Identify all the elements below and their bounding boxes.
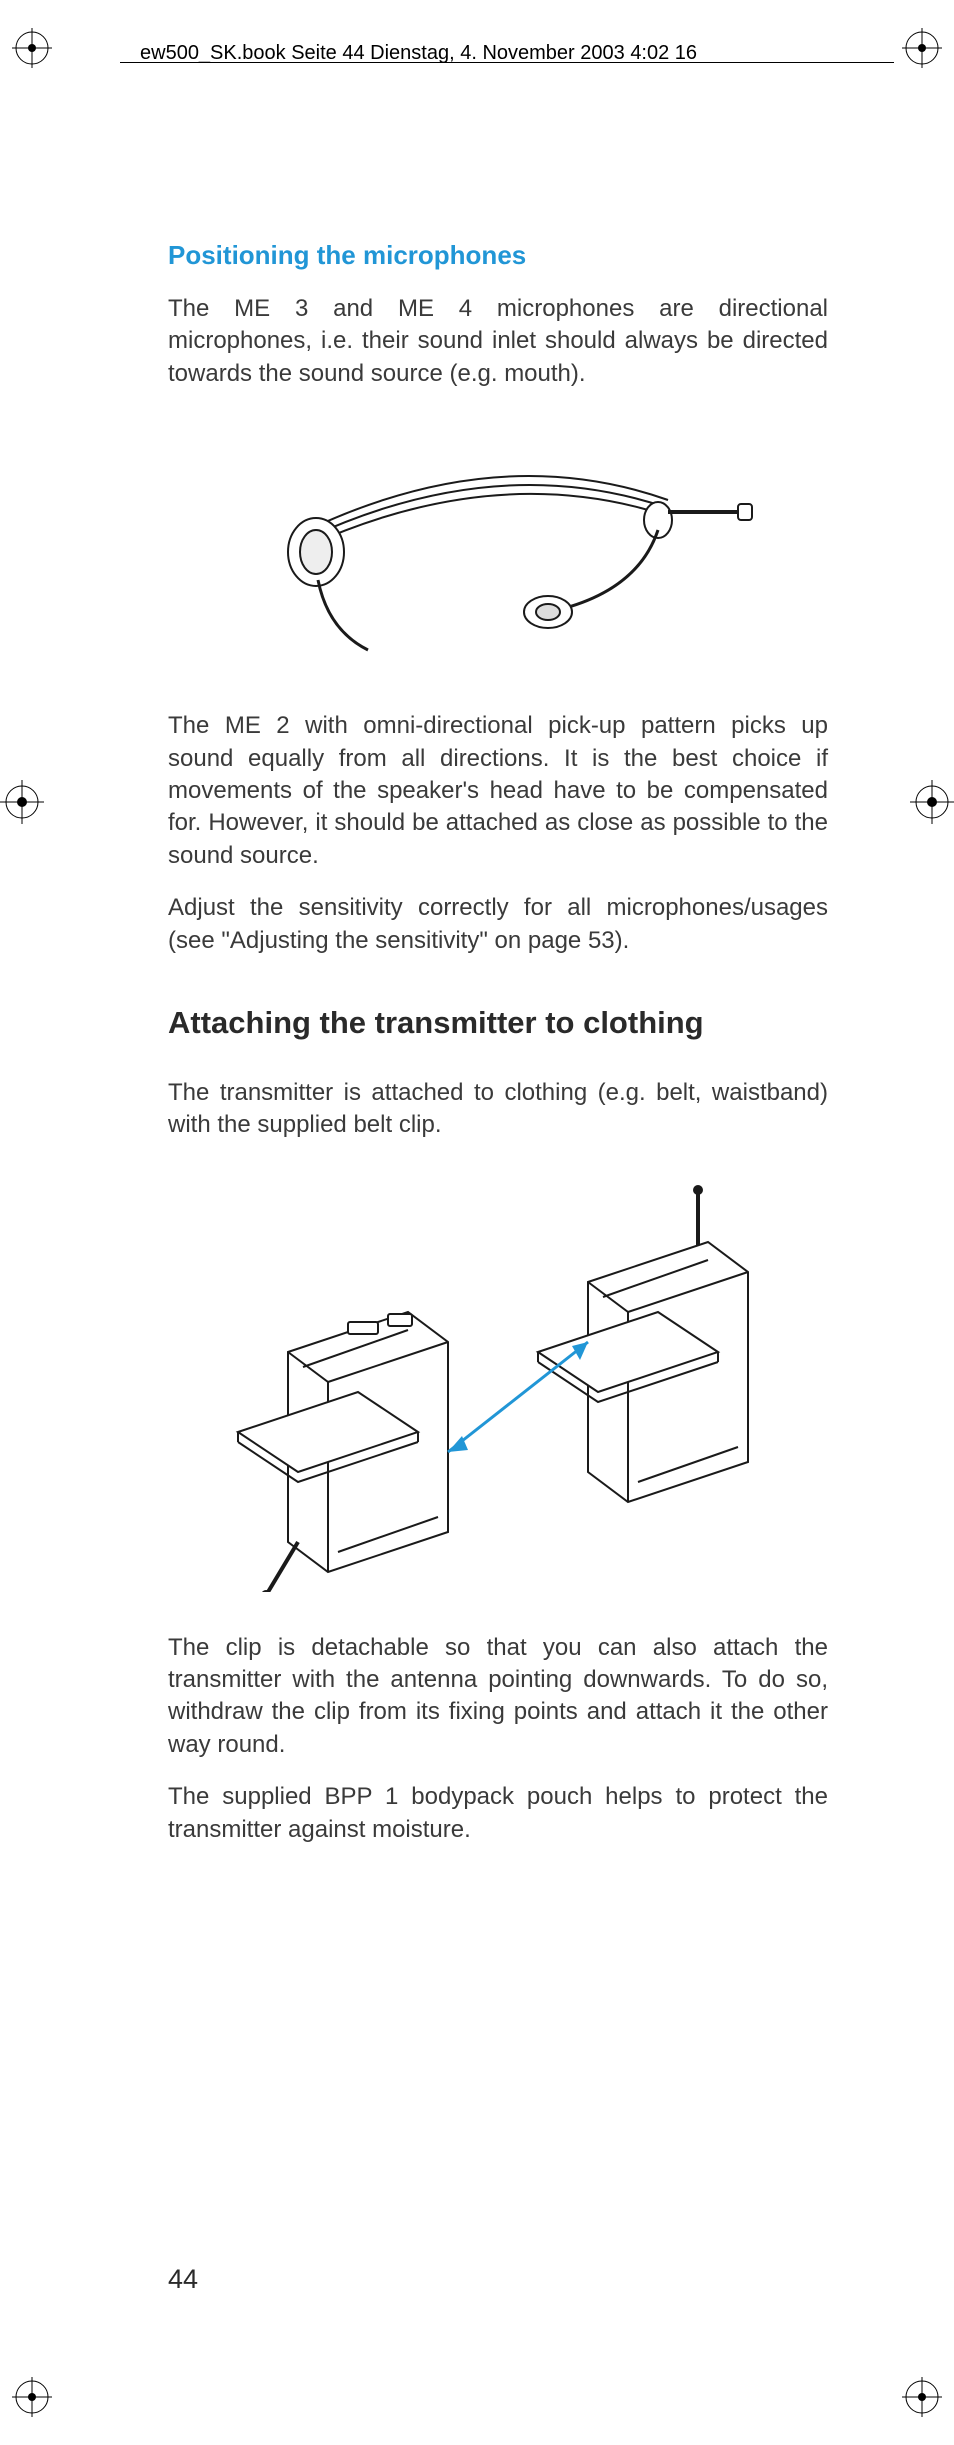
section-heading-attaching: Attaching the transmitter to clothing	[168, 1005, 828, 1041]
paragraph: The transmitter is attached to clothing …	[168, 1077, 828, 1142]
paragraph: Adjust the sensitivity correctly for all…	[168, 892, 828, 957]
print-header-rule	[120, 62, 894, 63]
section-heading-positioning: Positioning the microphones	[168, 240, 828, 271]
paragraph: The supplied BPP 1 bodypack pouch helps …	[168, 1781, 828, 1846]
paragraph: The ME 2 with omni-directional pick-up p…	[168, 710, 828, 872]
crop-mark-top-left	[12, 28, 52, 68]
page-content: Positioning the microphones The ME 3 and…	[168, 240, 828, 1866]
page-number: 44	[168, 2264, 198, 2295]
crop-mark-bottom-left	[12, 2377, 52, 2417]
crop-mark-bottom-right	[902, 2377, 942, 2417]
paragraph: The ME 3 and ME 4 microphones are direct…	[168, 293, 828, 390]
crop-mark-mid-left	[0, 780, 44, 824]
figure-headset-microphone	[168, 420, 828, 670]
paragraph: The clip is detachable so that you can a…	[168, 1632, 828, 1762]
crop-mark-top-right	[902, 28, 942, 68]
crop-mark-mid-right	[910, 780, 954, 824]
figure-transmitter-clip	[168, 1172, 828, 1592]
